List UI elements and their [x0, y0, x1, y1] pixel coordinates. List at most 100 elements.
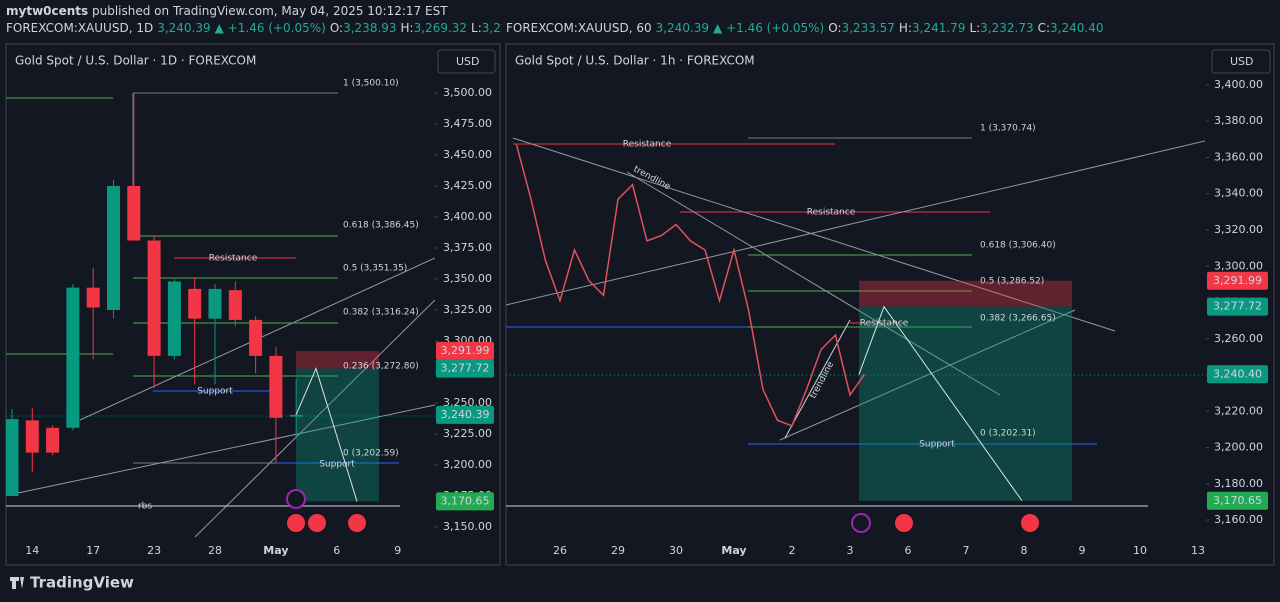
stop-zone	[859, 280, 1072, 307]
symbol-info: FOREXCOM:XAUUSD, 1D 3,240.39 ▲ +1.46 (+0.0…	[6, 21, 502, 35]
y-tick-label: 3,250.00	[443, 396, 492, 409]
x-tick-label: 26	[553, 544, 567, 557]
ohlc-label: C:	[1037, 21, 1051, 35]
price-label-box	[436, 492, 494, 511]
y-tick-label: 3,260.00	[1214, 332, 1263, 345]
candle-body	[289, 414, 303, 417]
y-tick-label: 3,150.00	[443, 520, 492, 533]
left-panel	[5, 43, 501, 566]
trendline	[194, 299, 435, 538]
price-label: 3,170.65	[441, 494, 490, 507]
fib-label: 0.382 (3,266.65)	[980, 314, 1056, 324]
candle-body	[46, 427, 60, 453]
candle-body	[86, 287, 100, 308]
fib-label: 1 (3,370.74)	[980, 124, 1036, 134]
currency: USD	[1230, 55, 1254, 68]
symbol-info: FOREXCOM:XAUUSD, 60 3,240.39 ▲ +1.46 (+0.0…	[506, 21, 1274, 35]
x-tick-label: 14	[25, 544, 39, 557]
ohlc-value: 3,233.57	[841, 21, 895, 35]
price-label: 3,291.99	[1213, 274, 1262, 287]
stop-zone	[296, 350, 379, 369]
price-line	[515, 144, 866, 427]
candle-body	[6, 419, 19, 496]
price-label-box	[1207, 491, 1268, 510]
ohlc-value: 3,232.73	[980, 21, 1034, 35]
candle-body	[127, 185, 141, 241]
currency-box[interactable]	[437, 49, 496, 74]
header-line: mytw0cents published on TradingView.com,…	[6, 4, 452, 18]
y-tick-label: 3,225.00	[443, 427, 492, 440]
ohlc-value: 3,240.40	[1050, 21, 1104, 35]
trendline	[784, 319, 851, 439]
price-label: 3,240.39	[441, 408, 490, 421]
fib-label: 0.5 (3,351.35)	[343, 264, 407, 274]
x-tick-label: 28	[208, 544, 222, 557]
y-tick-label: 3,220.00	[1214, 404, 1263, 417]
chart-title: Gold Spot / U.S. Dollar · 1h · FOREXCOM	[515, 54, 755, 68]
trade-path	[295, 367, 358, 502]
flag-icon[interactable]	[308, 514, 326, 532]
price-label-box	[1207, 271, 1268, 290]
trendline	[506, 140, 1205, 306]
symbol: FOREXCOM:XAUUSD, 60	[506, 21, 652, 35]
candle-body	[228, 290, 242, 320]
x-tick-label: 17	[86, 544, 100, 557]
candle-body	[208, 288, 222, 319]
x-tick-label: 3	[847, 544, 854, 557]
y-tick-label: 3,340.00	[1214, 187, 1263, 200]
x-tick-label: May	[263, 544, 288, 557]
y-tick-label: 3,380.00	[1214, 114, 1263, 127]
trendline	[17, 404, 435, 494]
y-tick-label: 3,320.00	[1214, 223, 1263, 236]
fib-label: 1 (3,500.10)	[343, 79, 399, 89]
annotation: Support	[197, 387, 233, 397]
y-tick-label: 3,300.00	[1214, 259, 1263, 272]
x-tick-label: 7	[963, 544, 970, 557]
brand: TradingView	[30, 574, 134, 592]
annotation: Resistance	[209, 254, 258, 264]
x-tick-label: 10	[1133, 544, 1147, 557]
candle-body	[167, 281, 181, 356]
fib-label: 0.236 (3,272.80)	[343, 362, 419, 372]
currency: USD	[456, 55, 480, 68]
x-tick-label: 23	[147, 544, 161, 557]
x-tick-label: 29	[611, 544, 625, 557]
ohlc-label: L:	[471, 21, 482, 35]
ohlc-label: O:	[828, 21, 842, 35]
fib-label: 0.618 (3,386.45)	[343, 221, 419, 231]
price-label: 3,170.65	[1213, 494, 1262, 507]
ohlc-value: 3,222.96	[481, 21, 502, 35]
event-icon[interactable]	[286, 489, 306, 509]
currency-box[interactable]	[1211, 49, 1271, 74]
candle-body	[249, 319, 263, 356]
y-tick-label: 3,200.00	[443, 458, 492, 471]
right-panel	[505, 43, 1275, 566]
event-icon[interactable]	[851, 513, 871, 533]
fib-label: 0 (3,202.31)	[980, 429, 1036, 439]
annotation: rbs	[138, 502, 152, 512]
y-tick-label: 3,160.00	[1214, 513, 1263, 526]
y-tick-label: 3,425.00	[443, 179, 492, 192]
price-label-box	[1207, 297, 1268, 316]
target-zone	[296, 368, 379, 502]
target-zone	[859, 306, 1072, 501]
price: 3,240.39	[157, 21, 211, 35]
price-label: 3,291.99	[441, 344, 490, 357]
flag-icon[interactable]	[287, 514, 305, 532]
candle-body	[107, 185, 120, 310]
annotation: Resistance	[860, 319, 909, 329]
x-tick-label: 2	[789, 544, 796, 557]
ohlc-label: H:	[898, 21, 912, 35]
flag-icon[interactable]	[348, 514, 366, 532]
trendline	[779, 309, 1076, 441]
left-drawings: 1 (3,500.10) 0.618 (3,386.45) 0.5 (3,351.3…	[6, 79, 435, 538]
right-drawings: 1 (3,370.74) 0.618 (3,306.40) 0.5 (3,286.5…	[506, 124, 1205, 507]
ohlc-value: 3,241.79	[912, 21, 966, 35]
trade-path	[858, 305, 1023, 502]
chart-title: Gold Spot / U.S. Dollar · 1D · FOREXCOM	[15, 54, 256, 68]
flag-icon[interactable]	[1021, 514, 1039, 532]
price-label: 3,277.72	[1213, 300, 1262, 313]
flag-icon[interactable]	[895, 514, 913, 532]
